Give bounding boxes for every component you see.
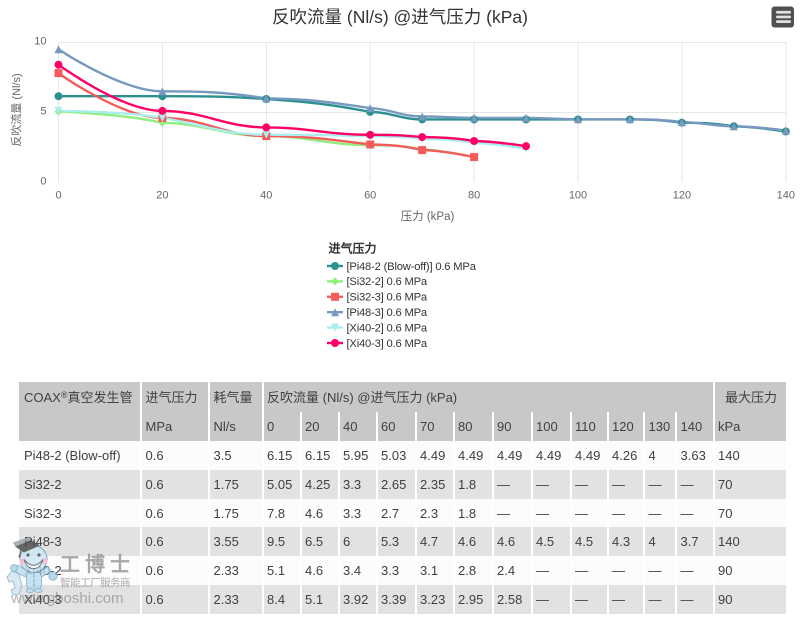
svg-text:120: 120 [673, 190, 691, 202]
svg-text:[Si32-2] 0.6 MPa: [Si32-2] 0.6 MPa [347, 276, 428, 288]
svg-text:40: 40 [260, 190, 272, 202]
svg-text:反吹流量 (Nl/s): 反吹流量 (Nl/s) [9, 73, 23, 146]
svg-text:反吹流量 (Nl/s) @进气压力 (kPa): 反吹流量 (Nl/s) @进气压力 (kPa) [272, 7, 528, 27]
svg-text:20: 20 [156, 190, 168, 202]
svg-text:压力 (kPa): 压力 (kPa) [401, 210, 455, 223]
svg-text:140: 140 [777, 190, 795, 202]
svg-text:0: 0 [55, 190, 61, 202]
svg-text:5: 5 [40, 105, 46, 117]
svg-text:[Xi40-2] 0.6 MPa: [Xi40-2] 0.6 MPa [347, 322, 428, 334]
svg-text:进气压力: 进气压力 [329, 241, 377, 256]
svg-text:[Si32-3] 0.6 MPa: [Si32-3] 0.6 MPa [347, 292, 428, 304]
svg-text:[Xi40-3] 0.6 MPa: [Xi40-3] 0.6 MPa [347, 338, 428, 350]
svg-text:0: 0 [40, 175, 46, 187]
svg-text:60: 60 [364, 190, 376, 202]
svg-text:10: 10 [34, 35, 46, 47]
svg-text:[Pi48-2 (Blow-off)] 0.6 MPa: [Pi48-2 (Blow-off)] 0.6 MPa [347, 261, 477, 273]
svg-text:80: 80 [468, 190, 480, 202]
svg-text:[Pi48-3] 0.6 MPa: [Pi48-3] 0.6 MPa [347, 307, 428, 319]
svg-text:100: 100 [569, 190, 587, 202]
